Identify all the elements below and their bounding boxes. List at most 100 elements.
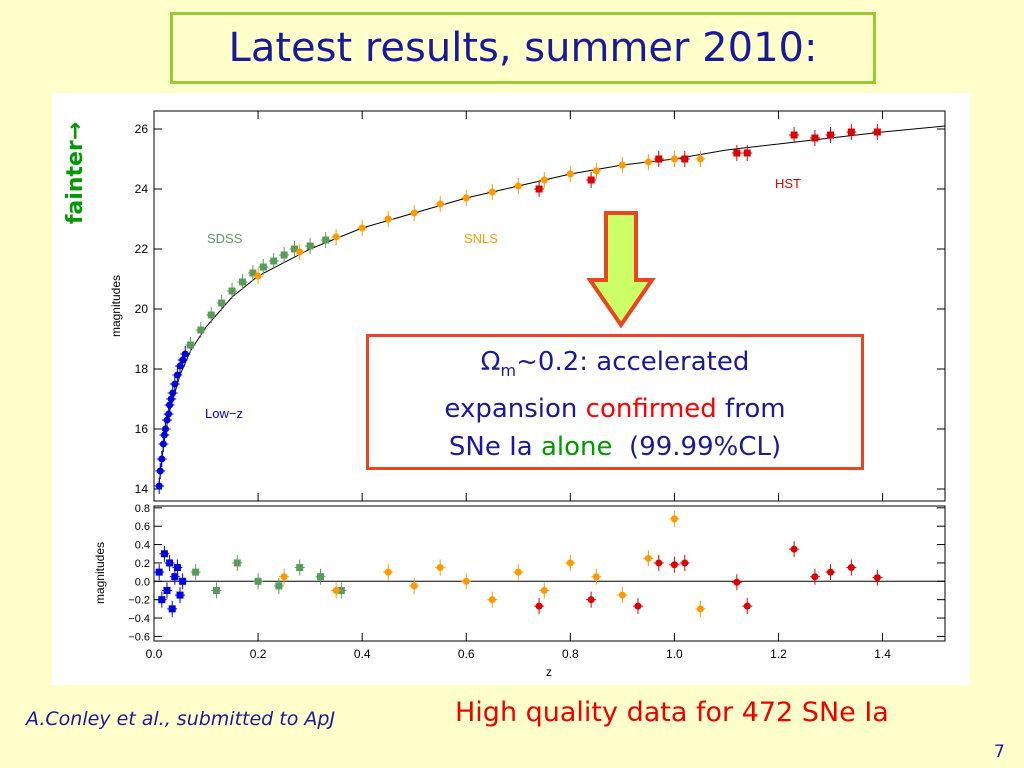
callout-line3-prefix: SNe Ia: [448, 432, 541, 463]
top-point-3-1: [587, 176, 595, 184]
top-point-1-5: [238, 278, 246, 286]
top-point-2-16: [696, 155, 704, 163]
hubble-chart: 14 16 18 20 22 24 26 −0.6 −0.4 −0.2 0.0 0.2 0.4 0.6 0…: [93, 110, 946, 679]
bottom-point-0-9: [179, 577, 187, 585]
bottom-point-3-9: [811, 573, 819, 581]
callout-line2-suffix: from: [716, 394, 786, 425]
bottom-point-2-14: [696, 605, 704, 613]
top-point-0-6: [163, 416, 171, 424]
credit-text: A.Conley et al., submitted to ApJ: [26, 708, 336, 730]
bottom-ylabel: magnitudes: [93, 542, 107, 604]
top-ylabel: magnitudes: [109, 275, 123, 337]
xtick-label-7: 1.4: [874, 647, 891, 661]
top-point-2-7: [462, 194, 470, 202]
ytick-label-bottom-6: 0.6: [135, 521, 150, 533]
bottom-point-0-6: [171, 573, 179, 581]
top-point-3-4: [733, 149, 741, 157]
bottom-point-3-5: [681, 559, 689, 567]
bottom-point-3-8: [790, 545, 798, 553]
xtick-label-6: 1.2: [770, 647, 787, 661]
callout-line1-rest: ~0.2: accelerated: [516, 347, 750, 377]
bottom-point-1-1: [212, 586, 220, 594]
bottom-point-0-5: [168, 605, 176, 613]
bottom-point-2-6: [488, 596, 496, 604]
top-point-2-10: [540, 176, 548, 184]
callout-line-3: SNe Ia alone (99.99%CL): [369, 428, 861, 466]
top-panel-ticks: 14 16 18 20 22 24 26: [135, 122, 945, 496]
bottom-point-2-3: [410, 582, 418, 590]
bottom-point-3-6: [733, 578, 741, 586]
top-point-2-3: [358, 224, 366, 232]
top-point-2-6: [436, 200, 444, 208]
top-point-2-1: [296, 248, 304, 256]
bottom-point-2-13: [670, 515, 678, 523]
top-point-2-15: [670, 155, 678, 163]
bottom-panel-marks: [154, 510, 883, 617]
bottom-point-2-2: [384, 568, 392, 576]
top-point-0-12: [173, 371, 181, 379]
ytick-label-bottom-5: 0.4: [135, 540, 150, 552]
top-point-3-0: [535, 185, 543, 193]
callout-alone: alone: [540, 432, 613, 463]
top-point-3-5: [743, 149, 751, 157]
bottom-point-3-3: [655, 559, 663, 567]
bottom-panel-ticks: −0.6 −0.4 −0.2 0.0 0.2 0.4 0.6 0.8 0.0 0.2 0.4 0.6 0…: [128, 111, 945, 661]
top-point-0-4: [160, 431, 168, 439]
top-point-2-13: [618, 161, 626, 169]
fainter-label: fainter→: [63, 122, 88, 224]
callout-line-1: Ωm~0.2: accelerated: [369, 343, 861, 390]
annotation-lowz: Low−z: [205, 406, 243, 421]
bottom-point-3-12: [873, 574, 881, 582]
top-point-0-13: [176, 362, 184, 370]
top-point-2-8: [488, 188, 496, 196]
top-point-0-8: [166, 401, 174, 409]
bottom-point-0-8: [176, 591, 184, 599]
callout-line-2: expansion confirmed from: [369, 390, 861, 428]
top-point-3-6: [790, 131, 798, 139]
top-point-1-10: [291, 245, 299, 253]
bottom-point-2-11: [618, 591, 626, 599]
ytick-label-top-3: 20: [135, 302, 149, 316]
xtick-label-0: 0.0: [146, 647, 163, 661]
top-point-0-0: [155, 482, 163, 490]
top-panel-marks: [154, 124, 946, 494]
ytick-label-bottom-7: 0.8: [135, 503, 150, 515]
top-point-3-9: [847, 128, 855, 136]
top-point-3-7: [811, 134, 819, 142]
top-point-2-9: [514, 182, 522, 190]
ytick-label-top-2: 18: [135, 362, 149, 376]
top-point-1-1: [197, 326, 205, 334]
top-point-2-11: [566, 170, 574, 178]
top-point-0-9: [167, 395, 175, 403]
bottom-point-2-10: [592, 573, 600, 581]
bottom-point-1-7: [337, 586, 345, 594]
down-arrow-icon: [586, 211, 656, 329]
bottom-point-0-3: [163, 586, 171, 594]
bottom-point-0-1: [158, 596, 166, 604]
bottom-point-3-4: [670, 561, 678, 569]
top-point-1-7: [259, 263, 267, 271]
ytick-label-top-5: 24: [135, 182, 149, 196]
top-point-0-5: [161, 425, 169, 433]
top-point-3-10: [873, 128, 881, 136]
xtick-label-5: 1.0: [666, 647, 683, 661]
top-point-0-15: [181, 350, 189, 358]
bottom-point-1-4: [275, 582, 283, 590]
bottom-point-3-0: [535, 602, 543, 610]
top-point-3-2: [655, 155, 663, 163]
bottom-point-3-7: [743, 602, 751, 610]
bottom-point-3-2: [634, 602, 642, 610]
bottom-point-2-12: [644, 554, 652, 562]
ytick-label-top-4: 22: [135, 242, 149, 256]
top-point-0-3: [159, 440, 167, 448]
annotation-snls: SNLS: [464, 231, 498, 246]
bottom-point-0-4: [166, 559, 174, 567]
ytick-label-top-0: 14: [135, 482, 149, 496]
top-point-1-0: [186, 341, 194, 349]
top-point-0-2: [158, 455, 166, 463]
xtick-label-2: 0.4: [354, 647, 371, 661]
bottom-point-1-5: [296, 564, 304, 572]
ytick-label-top-1: 16: [135, 422, 149, 436]
omega-symbol: Ω: [480, 347, 501, 377]
bottom-xlabel: z: [546, 665, 552, 679]
